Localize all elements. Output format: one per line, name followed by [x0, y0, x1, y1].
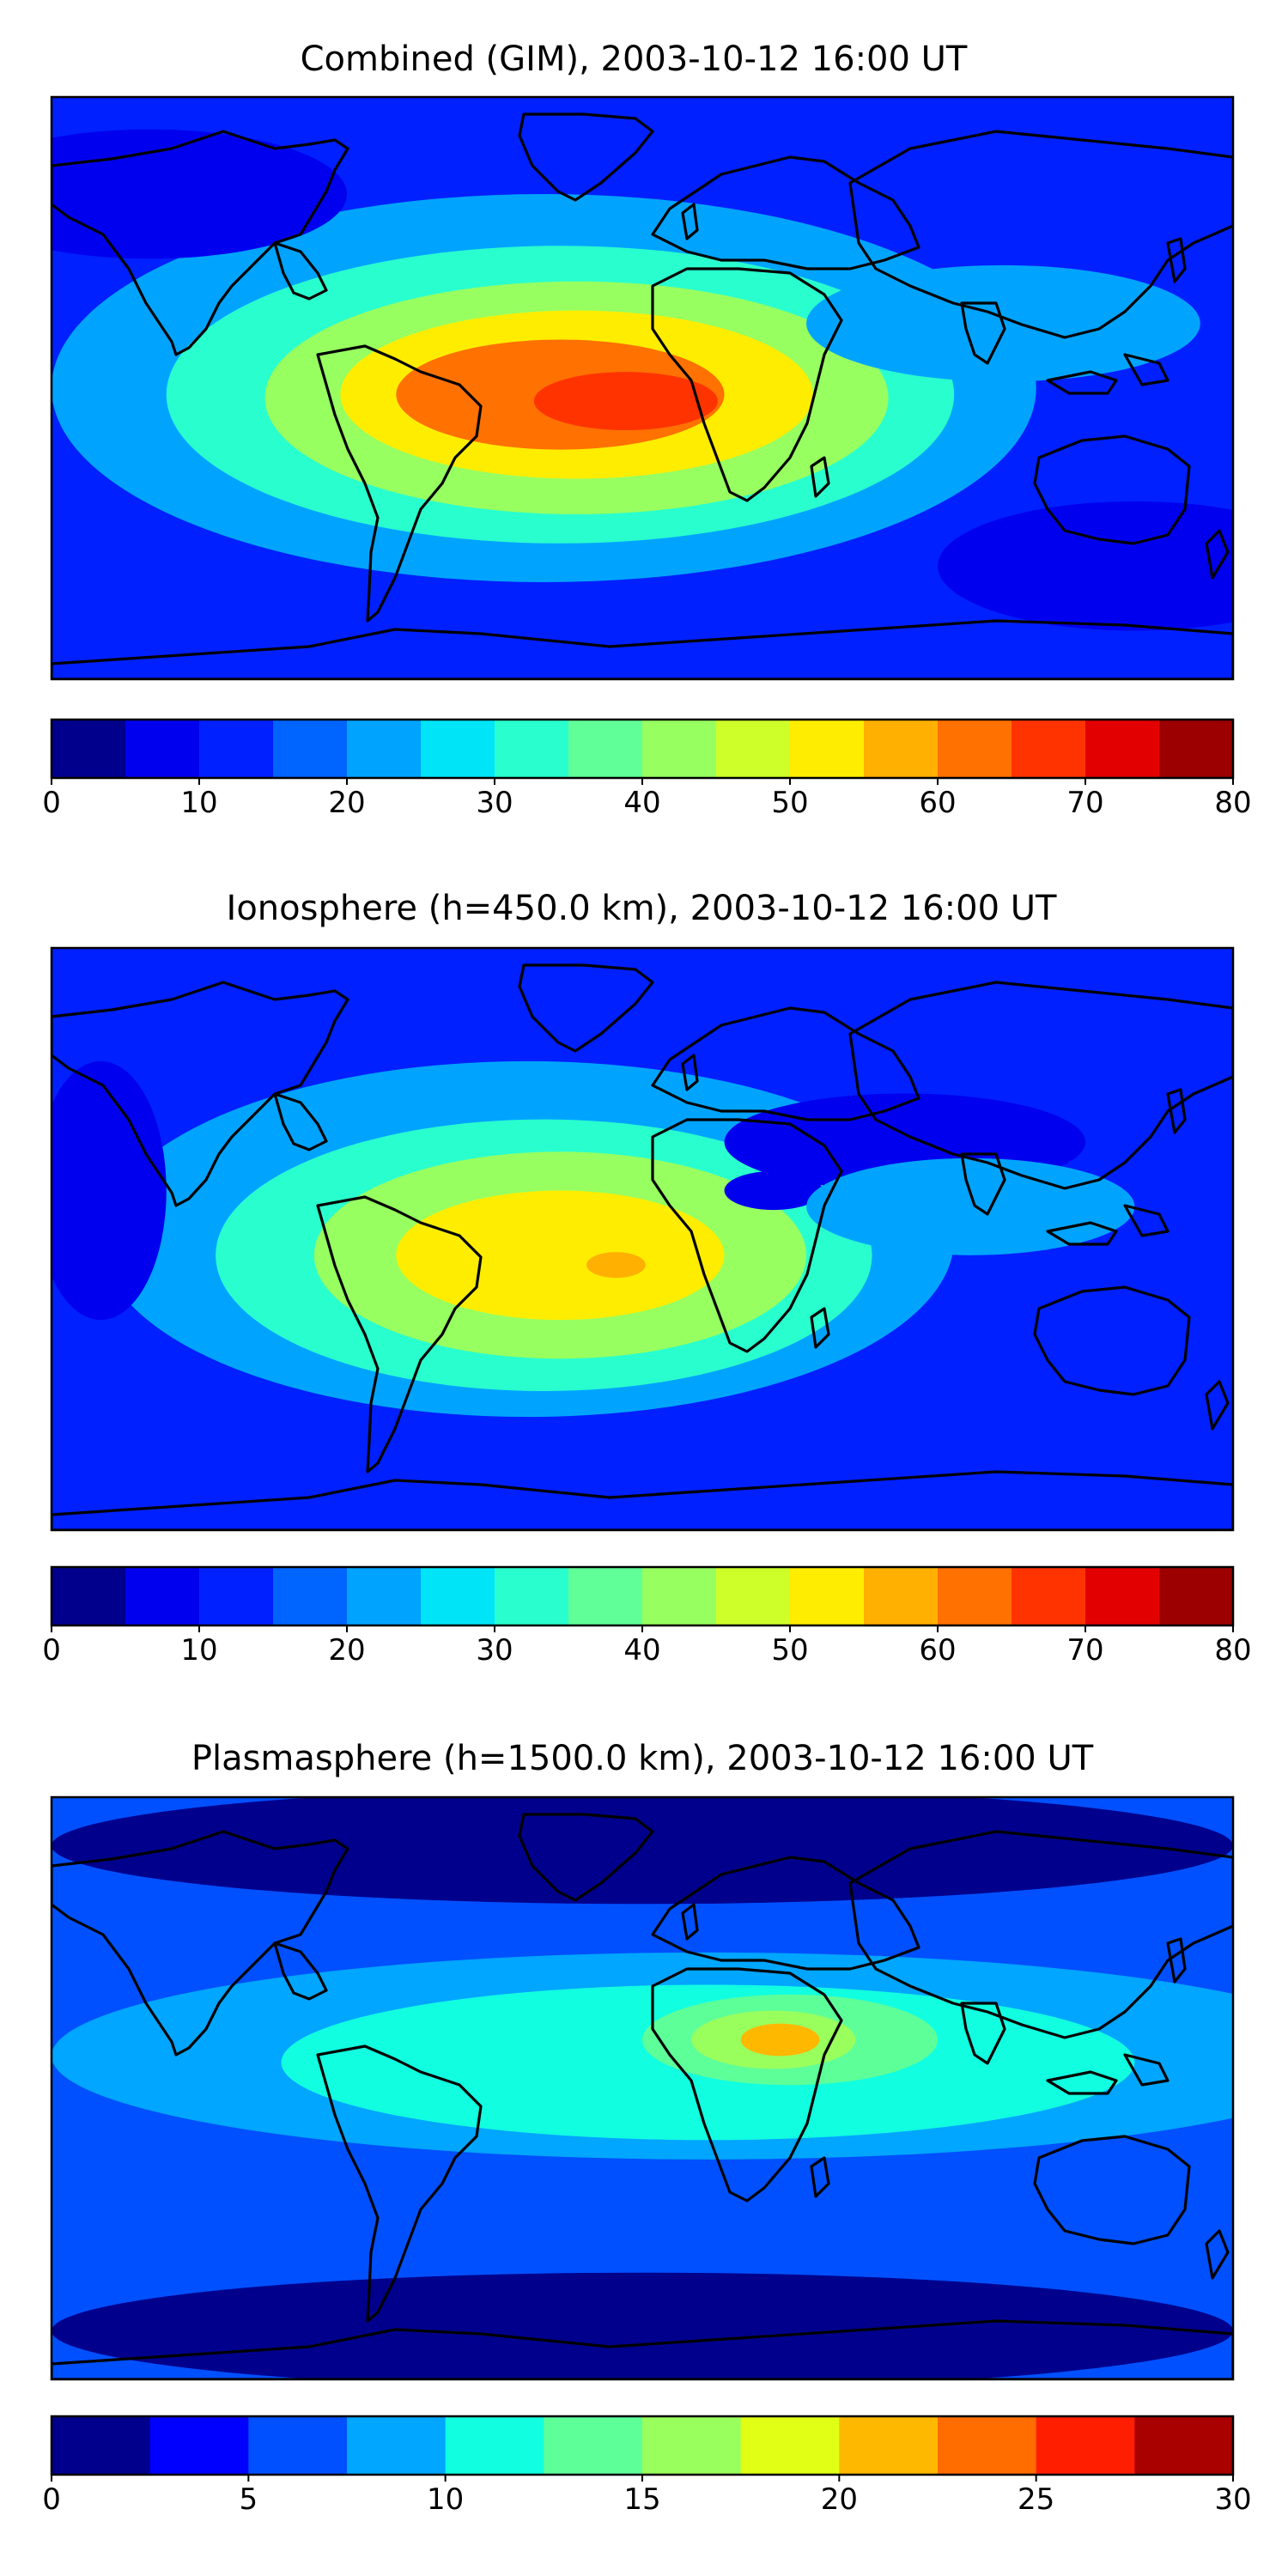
colorbar-segment-8: [839, 2416, 939, 2475]
colorbar-tick-label: 10: [427, 2482, 464, 2517]
contour-region-7: [806, 1157, 1135, 1255]
colorbar-segment-9: [716, 720, 791, 778]
tec-contours: [52, 129, 1233, 631]
colorbar-ionosphere: 0 10 20 30 40 50 60 70 80: [42, 1565, 1252, 1668]
colorbar-tick-label: 5: [240, 2482, 258, 2517]
colorbar-segment-14: [1085, 1567, 1160, 1625]
colorbar-tick-label: 0: [42, 786, 61, 820]
contour-region-3: [396, 1190, 725, 1321]
colorbar-segment-7: [568, 1567, 643, 1625]
colorbar-tick-label: 20: [821, 2482, 858, 2517]
colorbar-tick-label: 30: [476, 786, 513, 820]
colorbar-segment-7: [740, 2416, 840, 2475]
colorbar-segment-0: [52, 1567, 126, 1625]
colorbar-segment-5: [421, 1567, 495, 1625]
colorbar-tick-label: 20: [328, 786, 365, 820]
map-frame: [50, 95, 1235, 681]
colorbar-segment-4: [445, 2416, 544, 2475]
contour-region-4: [740, 2023, 820, 2057]
panel-plasmasphere: Plasmasphere (h=1500.0 km), 2003-10-12 1…: [42, 1739, 1252, 2517]
colorbar-tick-label: 50: [771, 786, 808, 820]
colorbar-segment-3: [273, 720, 348, 778]
colorbar-segment-7: [568, 720, 643, 778]
colorbar-segment-3: [347, 2416, 447, 2475]
colorbar-segment-4: [347, 1567, 422, 1625]
colorbar-tick-label: 20: [328, 1633, 365, 1668]
colorbar-segment-11: [864, 720, 939, 778]
colorbar-segment-2: [199, 1567, 274, 1625]
panel-title-combined: Combined (GIM), 2003-10-12 16:00 UT: [301, 39, 968, 79]
colorbar-segment-14: [1085, 720, 1160, 778]
colorbar-segment-9: [716, 1567, 791, 1625]
contour-region-5: [52, 1797, 1233, 1905]
colorbar-segment-10: [790, 1567, 865, 1625]
colorbar-tick-label: 15: [623, 2482, 660, 2517]
colorbar-segment-1: [125, 1567, 200, 1625]
colorbar-segment-10: [1036, 2416, 1135, 2475]
colorbar-tick-label: 40: [623, 786, 660, 820]
colorbar-segment-12: [938, 1567, 1012, 1625]
colorbar-segment-11: [1134, 2416, 1234, 2475]
colorbar-tick-label: 70: [1066, 1633, 1103, 1668]
colorbar-tick-label: 40: [623, 1633, 660, 1668]
contour-region-6: [52, 2272, 1233, 2379]
colorbar-segment-0: [52, 720, 126, 778]
colorbar-tick-label: 10: [180, 1633, 217, 1668]
colorbar-segment-6: [495, 720, 569, 778]
colorbar-segment-13: [1012, 1567, 1086, 1625]
colorbar-segment-4: [347, 720, 422, 778]
contour-region-7: [52, 129, 347, 259]
panel-combined: Combined (GIM), 2003-10-12 16:00 UT 0 10 2…: [42, 39, 1252, 820]
panel-ionosphere: Ionosphere (h=450.0 km), 2003-10-12 16:0…: [42, 889, 1252, 1668]
contour-region-8: [52, 1060, 167, 1321]
colorbar-tick-label: 10: [180, 786, 217, 820]
colorbar-tick-label: 50: [771, 1633, 808, 1668]
colorbar-segment-6: [642, 2416, 742, 2475]
colorbar-segment-1: [149, 2416, 249, 2475]
colorbar-tick-label: 60: [919, 1633, 956, 1668]
colorbar-tick-label: 30: [1214, 2482, 1251, 2517]
map-frame: [50, 1795, 1235, 2381]
colorbar-combined: 0 10 20 30 40 50 60 70 80: [42, 718, 1252, 820]
colorbar-segment-11: [864, 1567, 939, 1625]
tec-contours: [52, 1060, 1135, 1418]
map-frame: [50, 946, 1235, 1532]
contour-region-5: [533, 372, 718, 430]
colorbar-segment-5: [544, 2416, 643, 2475]
colorbar-tick-label: 0: [42, 2482, 61, 2517]
colorbar-segment-12: [938, 720, 1012, 778]
colorbar-segment-13: [1012, 720, 1086, 778]
colorbar-segment-2: [199, 720, 274, 778]
colorbar-segment-6: [495, 1567, 569, 1625]
colorbar-segment-0: [52, 2416, 151, 2475]
colorbar-segment-10: [790, 720, 865, 778]
tec-contours: [52, 1797, 1233, 2379]
colorbar-tick-label: 80: [1214, 1633, 1251, 1668]
colorbar-tick-label: 60: [919, 786, 956, 820]
colorbar-segment-15: [1159, 720, 1234, 778]
colorbar-segment-9: [938, 2416, 1037, 2475]
colorbar-segment-5: [421, 720, 495, 778]
panel-title-plasmasphere: Plasmasphere (h=1500.0 km), 2003-10-12 1…: [191, 1739, 1094, 1778]
colorbar-segment-8: [642, 1567, 717, 1625]
colorbar-tick-label: 80: [1214, 786, 1251, 820]
contour-region-4: [586, 1252, 646, 1279]
colorbar-tick-label: 25: [1018, 2482, 1054, 2517]
colorbar-segment-1: [125, 720, 200, 778]
panel-title-ionosphere: Ionosphere (h=450.0 km), 2003-10-12 16:0…: [227, 889, 1057, 928]
contour-region-8: [938, 501, 1233, 631]
colorbar-segment-15: [1159, 1567, 1234, 1625]
colorbar-tick-label: 0: [42, 1633, 61, 1668]
colorbar-segment-8: [642, 720, 717, 778]
colorbar-tick-label: 30: [476, 1633, 513, 1668]
colorbar-segment-2: [248, 2416, 348, 2475]
colorbar-tick-label: 70: [1066, 786, 1103, 820]
colorbar-plasmasphere: 0 5 10 15 20 25 30: [42, 2415, 1252, 2517]
colorbar-segment-3: [273, 1567, 348, 1625]
